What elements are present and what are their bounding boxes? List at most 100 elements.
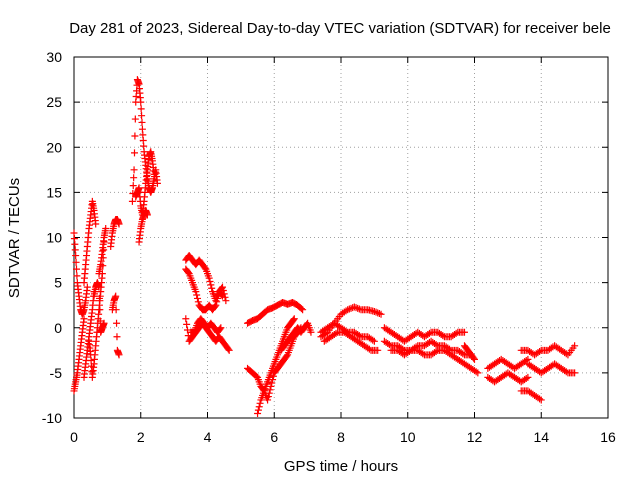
data-series bbox=[254, 315, 298, 417]
data-point bbox=[254, 409, 262, 417]
data-point bbox=[182, 315, 190, 323]
data-point bbox=[80, 315, 88, 323]
data-series bbox=[380, 324, 468, 345]
data-point bbox=[332, 329, 340, 337]
data-layer bbox=[70, 76, 579, 417]
data-point bbox=[211, 302, 219, 310]
data-point bbox=[369, 336, 377, 344]
data-point bbox=[224, 345, 232, 353]
data-point bbox=[459, 350, 467, 358]
data-point bbox=[283, 352, 291, 360]
data-point bbox=[299, 306, 307, 314]
y-tick-label: 30 bbox=[46, 49, 62, 65]
data-point bbox=[375, 310, 383, 318]
x-tick-label: 12 bbox=[467, 429, 483, 445]
data-point bbox=[289, 316, 297, 324]
data-point bbox=[212, 301, 220, 309]
data-series bbox=[80, 197, 100, 287]
y-axis-label: SDTVAR / TECUs bbox=[6, 178, 23, 298]
data-point bbox=[112, 292, 120, 300]
data-point bbox=[265, 389, 273, 397]
data-point bbox=[536, 347, 544, 355]
data-point bbox=[264, 396, 272, 404]
data-point bbox=[137, 98, 145, 106]
data-point bbox=[128, 197, 136, 205]
data-point bbox=[129, 182, 137, 190]
data-point bbox=[372, 308, 380, 316]
data-point bbox=[470, 354, 478, 362]
data-point bbox=[193, 294, 201, 302]
data-point bbox=[193, 291, 201, 299]
data-series bbox=[460, 342, 478, 363]
data-series bbox=[277, 319, 315, 354]
x-tick-label: 2 bbox=[137, 429, 145, 445]
x-tick-label: 8 bbox=[337, 429, 345, 445]
data-point bbox=[370, 337, 378, 345]
data-point bbox=[213, 298, 221, 306]
data-point bbox=[83, 283, 91, 291]
data-series bbox=[90, 279, 108, 336]
data-point bbox=[290, 315, 298, 323]
data-point bbox=[113, 319, 121, 327]
data-point bbox=[432, 347, 440, 355]
data-point bbox=[220, 290, 228, 298]
data-point bbox=[264, 393, 272, 401]
data-series bbox=[524, 360, 579, 377]
y-tick-label: 0 bbox=[54, 320, 62, 336]
data-series bbox=[517, 342, 579, 359]
x-axis-label: GPS time / hours bbox=[284, 458, 398, 475]
x-tick-label: 14 bbox=[533, 429, 549, 445]
data-point bbox=[254, 406, 262, 414]
data-point bbox=[102, 224, 110, 232]
data-series bbox=[108, 292, 123, 359]
data-point bbox=[112, 306, 120, 314]
data-point bbox=[571, 369, 579, 377]
data-point bbox=[352, 304, 360, 312]
data-point bbox=[130, 166, 138, 174]
data-series bbox=[484, 355, 532, 372]
data-point bbox=[536, 395, 544, 403]
data-point bbox=[405, 347, 413, 355]
data-point bbox=[350, 303, 358, 311]
data-point bbox=[137, 105, 145, 113]
data-point bbox=[385, 341, 393, 349]
data-point bbox=[205, 274, 213, 282]
data-point bbox=[370, 308, 378, 316]
data-point bbox=[268, 379, 276, 387]
data-point bbox=[419, 350, 427, 358]
data-point bbox=[471, 355, 478, 363]
data-point bbox=[266, 386, 274, 394]
data-point bbox=[219, 283, 227, 291]
data-point bbox=[297, 305, 305, 313]
data-point bbox=[130, 149, 138, 157]
data-series bbox=[107, 215, 123, 251]
data-point bbox=[347, 304, 355, 312]
data-point bbox=[522, 356, 530, 364]
data-series bbox=[187, 315, 225, 336]
data-point bbox=[256, 399, 264, 407]
data-point bbox=[92, 220, 100, 228]
chart-title: Day 281 of 2023, Sidereal Day-to-day VTE… bbox=[69, 20, 611, 37]
data-point bbox=[115, 220, 123, 228]
x-tick-label: 10 bbox=[400, 429, 416, 445]
y-tick-label: -10 bbox=[42, 410, 62, 426]
data-series bbox=[135, 206, 151, 246]
data-series bbox=[317, 319, 378, 345]
data-point bbox=[474, 369, 482, 377]
data-point bbox=[113, 333, 121, 341]
data-point bbox=[222, 297, 230, 305]
data-point bbox=[562, 368, 570, 376]
data-point bbox=[307, 328, 315, 336]
data-series bbox=[244, 298, 307, 327]
data-point bbox=[472, 368, 480, 376]
data-series bbox=[95, 224, 110, 278]
data-point bbox=[153, 179, 161, 187]
data-point bbox=[216, 325, 224, 333]
data-point bbox=[214, 291, 222, 299]
data-series bbox=[320, 328, 382, 354]
data-point bbox=[225, 346, 233, 354]
data-point bbox=[571, 342, 579, 350]
data-point bbox=[96, 317, 104, 325]
data-point bbox=[374, 346, 382, 354]
data-point bbox=[100, 319, 108, 327]
